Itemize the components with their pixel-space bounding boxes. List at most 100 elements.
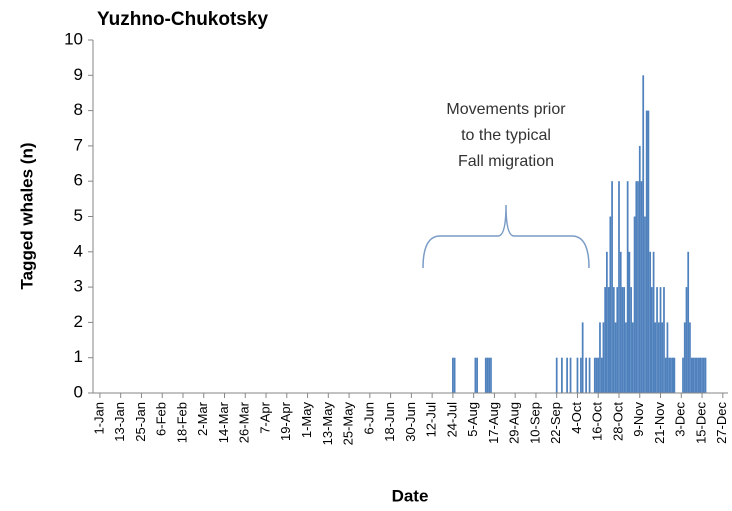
bar — [682, 357, 684, 393]
bar — [670, 357, 672, 393]
x-tick-label: 7-Apr — [257, 401, 272, 433]
bar — [616, 287, 619, 393]
bar — [699, 357, 702, 393]
bar — [633, 216, 636, 393]
bar — [652, 251, 655, 393]
bar — [580, 357, 582, 393]
bar — [453, 357, 456, 393]
bar — [701, 357, 703, 393]
x-tick-label: 15-Dec — [693, 402, 708, 444]
bar — [597, 357, 600, 393]
y-tick-label: 2 — [74, 312, 83, 331]
bar — [694, 357, 696, 393]
bar — [704, 357, 707, 393]
bar — [611, 181, 613, 393]
bar — [561, 357, 563, 393]
bar — [692, 357, 695, 393]
brace — [422, 204, 590, 269]
bar — [486, 357, 489, 393]
bar — [569, 357, 572, 393]
bar — [576, 357, 579, 393]
bar — [604, 287, 607, 393]
bar — [702, 357, 705, 393]
x-tick-label: 24-Jul — [444, 402, 459, 438]
y-tick-label: 10 — [64, 29, 83, 48]
y-tick-label: 7 — [74, 135, 83, 154]
bar — [642, 75, 645, 394]
annotation-line: to the typical — [461, 127, 551, 144]
x-axis-label: Date — [392, 486, 429, 505]
bar — [695, 357, 698, 393]
bar — [488, 357, 491, 393]
x-tick-label: 29-Aug — [507, 402, 522, 444]
bar — [630, 287, 632, 393]
bar — [585, 357, 587, 393]
x-tick-label: 1-Jan — [91, 402, 106, 435]
bar — [607, 287, 610, 393]
bar — [645, 110, 648, 393]
x-tick-label: 25-May — [341, 402, 356, 446]
x-tick-label: 10-Sep — [527, 402, 542, 444]
bar — [661, 322, 664, 393]
bar — [593, 357, 596, 393]
x-tick-label: 5-Aug — [465, 402, 480, 437]
bar — [668, 357, 671, 393]
bar — [566, 357, 568, 393]
bar — [644, 216, 646, 393]
bar — [697, 357, 700, 393]
y-tick-label: 3 — [74, 277, 83, 296]
bar — [635, 181, 638, 393]
bar — [619, 251, 622, 393]
bar — [689, 322, 691, 393]
bar — [474, 357, 477, 393]
bar — [606, 251, 608, 393]
x-tick-label: 2-Mar — [195, 401, 210, 436]
x-tick-label: 9-Nov — [631, 402, 646, 437]
bar — [628, 251, 631, 393]
bar — [625, 322, 627, 393]
bar — [609, 216, 612, 393]
y-tick-label: 5 — [74, 206, 83, 225]
bar — [595, 357, 598, 393]
bar — [687, 251, 690, 393]
bar — [640, 181, 643, 393]
bar — [618, 181, 620, 393]
y-tick-label: 1 — [74, 347, 83, 366]
y-axis-label: Tagged whales (n) — [17, 142, 36, 289]
bar — [690, 357, 693, 393]
bar — [626, 181, 629, 393]
x-tick-label: 26-Mar — [237, 401, 252, 443]
x-tick-label: 16-Oct — [590, 402, 605, 441]
y-tick-label: 4 — [74, 241, 83, 260]
bar — [476, 357, 478, 393]
x-tick-label: 30-Jun — [403, 402, 418, 442]
x-tick-label: 18-Feb — [174, 402, 189, 443]
x-tick-label: 4-Oct — [569, 402, 584, 434]
bar — [623, 287, 626, 393]
bar — [647, 110, 650, 393]
bar — [654, 322, 657, 393]
x-tick-label: 14-Mar — [216, 401, 231, 443]
x-tick-label: 21-Nov — [652, 402, 667, 444]
bar — [600, 357, 603, 393]
chart-title: Yuzhno-Chukotsky — [97, 9, 268, 30]
bar — [599, 322, 601, 393]
x-tick-label: 22-Sep — [548, 402, 563, 444]
x-tick-label: 25-Jan — [133, 402, 148, 442]
bar — [673, 357, 676, 393]
y-tick-label: 6 — [74, 171, 83, 190]
bar — [649, 251, 652, 393]
x-tick-label: 18-Jun — [382, 402, 397, 442]
x-tick-label: 27-Dec — [714, 402, 729, 444]
x-tick-label: 6-Jun — [361, 402, 376, 435]
y-tick-label: 8 — [74, 100, 83, 119]
x-tick-label: 6-Feb — [154, 402, 169, 436]
bar — [588, 357, 591, 393]
annotation-line: Fall migration — [458, 153, 554, 170]
x-tick-label: 12-Jul — [424, 402, 439, 438]
bar — [663, 287, 665, 393]
bar — [484, 357, 487, 393]
x-tick-label: 19-Apr — [278, 401, 293, 441]
bar — [614, 322, 617, 393]
